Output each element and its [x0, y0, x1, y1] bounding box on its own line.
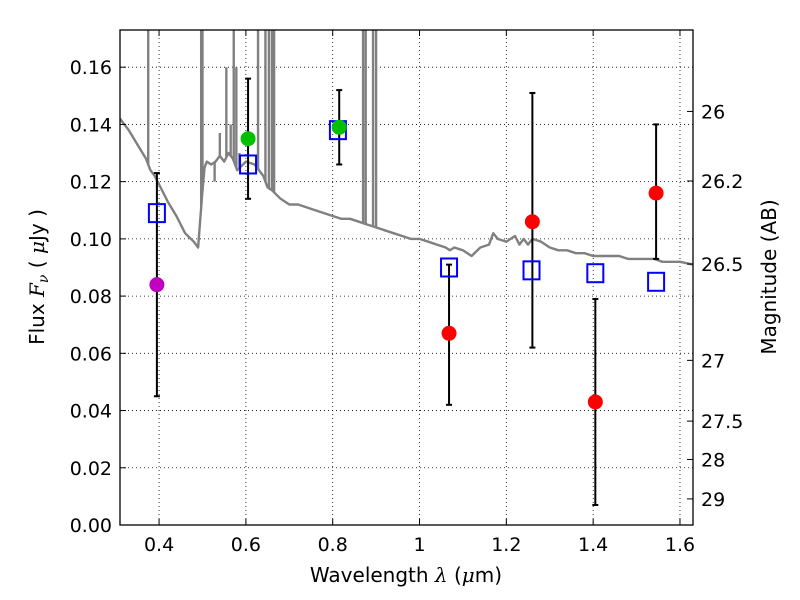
x-tick-label: 1.4	[578, 534, 608, 556]
model-photometry-square	[239, 154, 258, 175]
y-tick-label: 0.04	[70, 401, 112, 423]
y-tick-label: 0.10	[70, 229, 112, 251]
observed-point	[331, 119, 347, 135]
observed-point	[441, 325, 457, 341]
y-tick-label: 0.14	[70, 114, 112, 136]
x-tick-label: 1.2	[491, 534, 521, 556]
x-tick-label: 1	[413, 534, 425, 556]
model-photometry-square	[586, 263, 605, 284]
x-tick-label: 1.6	[665, 534, 695, 556]
y2-tick-label: 26	[701, 101, 725, 123]
y2-axis-label: Magnitude (AB)	[757, 199, 781, 354]
y2-tick-label: 26.2	[701, 171, 743, 193]
x-tick-label: 0.4	[144, 534, 174, 556]
model-photometry-square	[647, 271, 666, 292]
y2-tick-label: 28	[701, 449, 725, 471]
model-photometry-square	[147, 203, 166, 224]
y-tick-label: 0.00	[70, 515, 112, 537]
plot-area	[120, 30, 693, 506]
x-tick-label: 0.6	[231, 534, 261, 556]
observed-point	[149, 277, 165, 293]
y2-tick-label: 27	[701, 350, 725, 372]
y2-tick-label: 26.5	[701, 254, 743, 276]
observed-point	[587, 394, 603, 410]
ticks: 0.4 0.6 0.8 1 1.2 1.4 1.6 0.00 0.02 0.04 0.06 0.08 0…	[70, 30, 743, 556]
y2-tick-label: 27.5	[701, 411, 743, 433]
y-axis-label: Flux Fν ( μJy )	[25, 209, 52, 345]
y-tick-label: 0.06	[70, 343, 112, 365]
y-tick-label: 0.16	[70, 57, 112, 79]
observed-point	[240, 131, 256, 147]
x-tick-label: 0.8	[318, 534, 348, 556]
plot-frame	[119, 29, 694, 526]
observed-point	[648, 185, 664, 201]
y-tick-label: 0.12	[70, 172, 112, 194]
observed-point	[524, 214, 540, 230]
y-tick-label: 0.08	[70, 286, 112, 308]
model-sed-line	[120, 117, 693, 266]
y-tick-label: 0.02	[70, 458, 112, 480]
grid	[120, 30, 693, 525]
y2-tick-label: 29	[701, 489, 725, 511]
model-photometry-square	[440, 257, 459, 278]
x-axis-label: Wavelength λ (μm)	[310, 563, 502, 587]
model-photometry-square	[522, 260, 541, 281]
